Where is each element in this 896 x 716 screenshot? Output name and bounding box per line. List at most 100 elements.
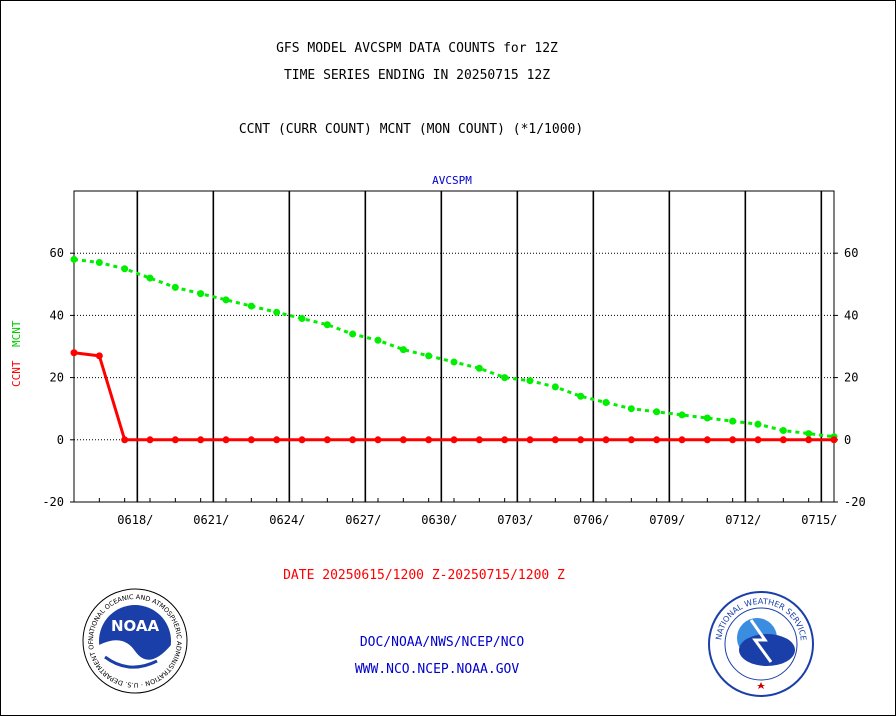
y-tick-label-right: 0	[844, 433, 851, 447]
data-point-mcnt	[374, 336, 382, 344]
nws-logo: NATIONAL WEATHER SERVICE	[708, 591, 814, 697]
data-point-mcnt	[551, 383, 559, 391]
chart-title-line2: TIME SERIES ENDING IN 20250715 12Z	[284, 68, 550, 83]
y-tick-label-right: 60	[844, 246, 858, 260]
data-point-ccnt	[273, 436, 281, 444]
x-ticks: 0618/0621/0624/0627/0630/0703/0706/0709/…	[73, 498, 837, 527]
data-point-mcnt	[273, 308, 281, 316]
x-tick-label: 0627/	[345, 513, 381, 527]
y-tick-label-right: 20	[844, 371, 858, 385]
data-point-ccnt	[475, 436, 483, 444]
data-point-ccnt	[627, 436, 635, 444]
x-tick-label: 0703/	[497, 513, 533, 527]
data-point-ccnt	[298, 436, 306, 444]
data-point-ccnt	[526, 436, 534, 444]
y-ticks-left: -20 0 20 40 60	[42, 246, 74, 509]
series-ccnt	[70, 349, 838, 444]
data-point-ccnt	[222, 436, 230, 444]
data-point-ccnt	[197, 436, 205, 444]
noaa-logo-text: NOAA	[111, 617, 160, 635]
data-point-ccnt	[450, 436, 458, 444]
data-point-mcnt	[526, 377, 534, 385]
x-tick-label: 0621/	[193, 513, 229, 527]
series-line-ccnt	[73, 351, 834, 442]
vertical-gridlines	[136, 191, 823, 502]
data-point-mcnt	[323, 321, 331, 329]
plot-area: -20 0 20 40 60 -20 0 20 40 60 0618/0621/0624/062…	[42, 190, 866, 527]
data-point-ccnt	[678, 436, 686, 444]
data-point-ccnt	[729, 436, 737, 444]
y-tick-label-left: 40	[50, 308, 64, 322]
data-point-ccnt	[703, 436, 711, 444]
data-point-mcnt	[399, 346, 407, 354]
data-point-ccnt	[374, 436, 382, 444]
link-nco-website[interactable]: WWW.NCO.NCEP.NOAA.GOV	[355, 662, 520, 677]
data-point-mcnt	[602, 398, 610, 406]
data-point-ccnt	[501, 436, 509, 444]
x-tick-label: 0618/	[117, 513, 153, 527]
y-tick-label-left: 0	[57, 433, 64, 447]
data-point-ccnt	[121, 436, 129, 444]
data-point-ccnt	[323, 436, 331, 444]
link-doc-noaa[interactable]: DOC/NOAA/NWS/NCEP/NCO	[360, 635, 525, 650]
plot-border	[73, 190, 835, 503]
data-point-mcnt	[247, 302, 255, 310]
data-point-mcnt	[729, 417, 737, 425]
y-label-ccnt: CCNT	[10, 360, 23, 387]
data-point-ccnt	[95, 352, 103, 360]
data-point-ccnt	[805, 436, 813, 444]
data-point-ccnt	[247, 436, 255, 444]
data-point-ccnt	[349, 436, 357, 444]
x-tick-label: 0706/	[573, 513, 609, 527]
x-tick-label: 0624/	[269, 513, 305, 527]
data-point-ccnt	[551, 436, 559, 444]
data-point-ccnt	[754, 436, 762, 444]
data-point-ccnt	[653, 436, 661, 444]
x-tick-label: 0715/	[801, 513, 837, 527]
data-point-mcnt	[197, 290, 205, 298]
y-tick-label-left: 60	[50, 246, 64, 260]
data-point-mcnt	[653, 408, 661, 416]
data-point-ccnt	[399, 436, 407, 444]
data-point-mcnt	[146, 274, 154, 282]
y-tick-label-right: -20	[844, 495, 866, 509]
data-point-mcnt	[298, 315, 306, 323]
data-point-mcnt	[779, 426, 787, 434]
data-point-mcnt	[475, 364, 483, 372]
y-tick-label-left: -20	[42, 495, 64, 509]
data-point-mcnt	[577, 392, 585, 400]
data-point-mcnt	[627, 405, 635, 413]
data-point-mcnt	[222, 296, 230, 304]
data-point-mcnt	[805, 430, 813, 438]
horizontal-gridlines	[74, 252, 834, 441]
series-mcnt	[70, 255, 838, 441]
x-tick-label: 0712/	[725, 513, 761, 527]
x-tick-label: 0630/	[421, 513, 457, 527]
data-point-mcnt	[703, 414, 711, 422]
chart-title-line1: GFS MODEL AVCSPM DATA COUNTS for 12Z	[276, 41, 558, 56]
data-point-mcnt	[95, 259, 103, 267]
data-point-ccnt	[146, 436, 154, 444]
data-point-ccnt	[602, 436, 610, 444]
noaa-logo: NOAA NATIONAL OCEANIC AND ATMOSPHERIC AD…	[82, 588, 188, 694]
date-range: DATE 20250615/1200 Z-20250715/1200 Z	[283, 568, 565, 583]
y-label-mcnt: MCNT	[10, 320, 23, 347]
data-point-mcnt	[70, 255, 78, 263]
y-ticks-right: -20 0 20 40 60	[834, 246, 866, 509]
data-point-mcnt	[678, 411, 686, 419]
panel-title: AVCSPM	[432, 174, 472, 187]
series-line-mcnt	[73, 257, 835, 439]
data-point-ccnt	[425, 436, 433, 444]
x-tick-label: 0709/	[649, 513, 685, 527]
data-point-mcnt	[450, 358, 458, 366]
data-point-ccnt	[830, 436, 838, 444]
data-point-mcnt	[501, 374, 509, 382]
data-point-ccnt	[779, 436, 787, 444]
data-point-mcnt	[754, 420, 762, 428]
chart-subtitle: CCNT (CURR COUNT) MCNT (MON COUNT) (*1/1…	[239, 122, 583, 137]
data-point-mcnt	[171, 283, 179, 291]
data-point-ccnt	[577, 436, 585, 444]
y-tick-label-left: 20	[50, 371, 64, 385]
